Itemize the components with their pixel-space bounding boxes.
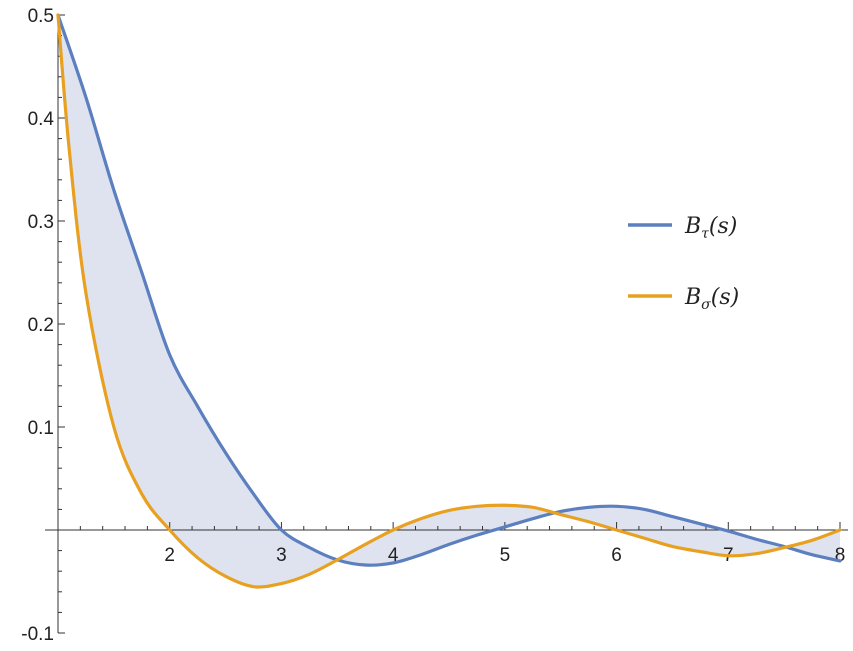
series-lines [56, 13, 842, 589]
x-tick-label: 6 [611, 545, 622, 566]
y-tick-label: -0.1 [21, 624, 54, 645]
x-tick-label: 4 [388, 545, 399, 566]
legend-label-0: Bτ(s) [684, 214, 737, 242]
y-tick-label: 0.3 [28, 212, 54, 233]
legend: Bτ(s) Bσ(s) [628, 214, 739, 313]
x-tick-label: 3 [276, 545, 287, 566]
x-tick-label: 8 [835, 545, 846, 566]
axes: 0.50.40.30.20.1-0.12 3 4 5 6 7 8 [21, 6, 848, 645]
y-tick-label: 0.1 [28, 418, 54, 439]
x-tick-label: 2 [164, 545, 175, 566]
legend-label-1: Bσ(s) [684, 285, 739, 313]
series-line-0 [56, 13, 842, 567]
y-tick-label: 0.4 [28, 109, 55, 130]
series-line-1 [56, 13, 842, 589]
y-tick-label: 0.2 [28, 315, 54, 336]
y-tick-label: 0.5 [28, 6, 54, 27]
x-tick-label: 5 [500, 545, 511, 566]
